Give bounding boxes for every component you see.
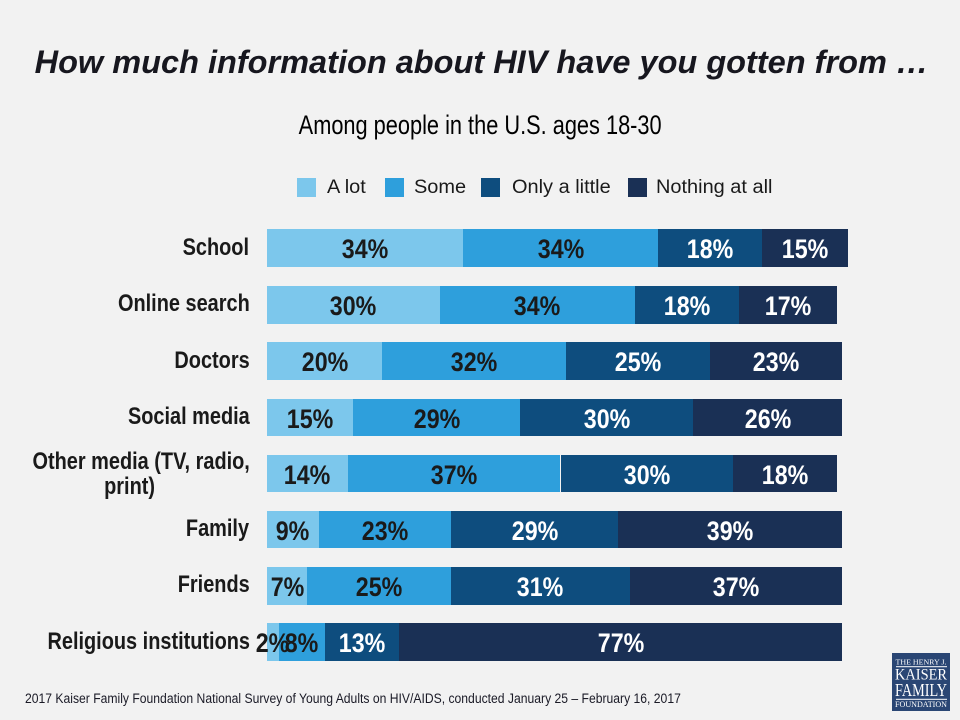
svg-text:THE HENRY J.: THE HENRY J.: [896, 658, 947, 667]
svg-text:KAISER: KAISER: [895, 667, 947, 684]
svg-text:FAMILY: FAMILY: [895, 680, 947, 700]
svg-text:FOUNDATION: FOUNDATION: [895, 699, 947, 709]
